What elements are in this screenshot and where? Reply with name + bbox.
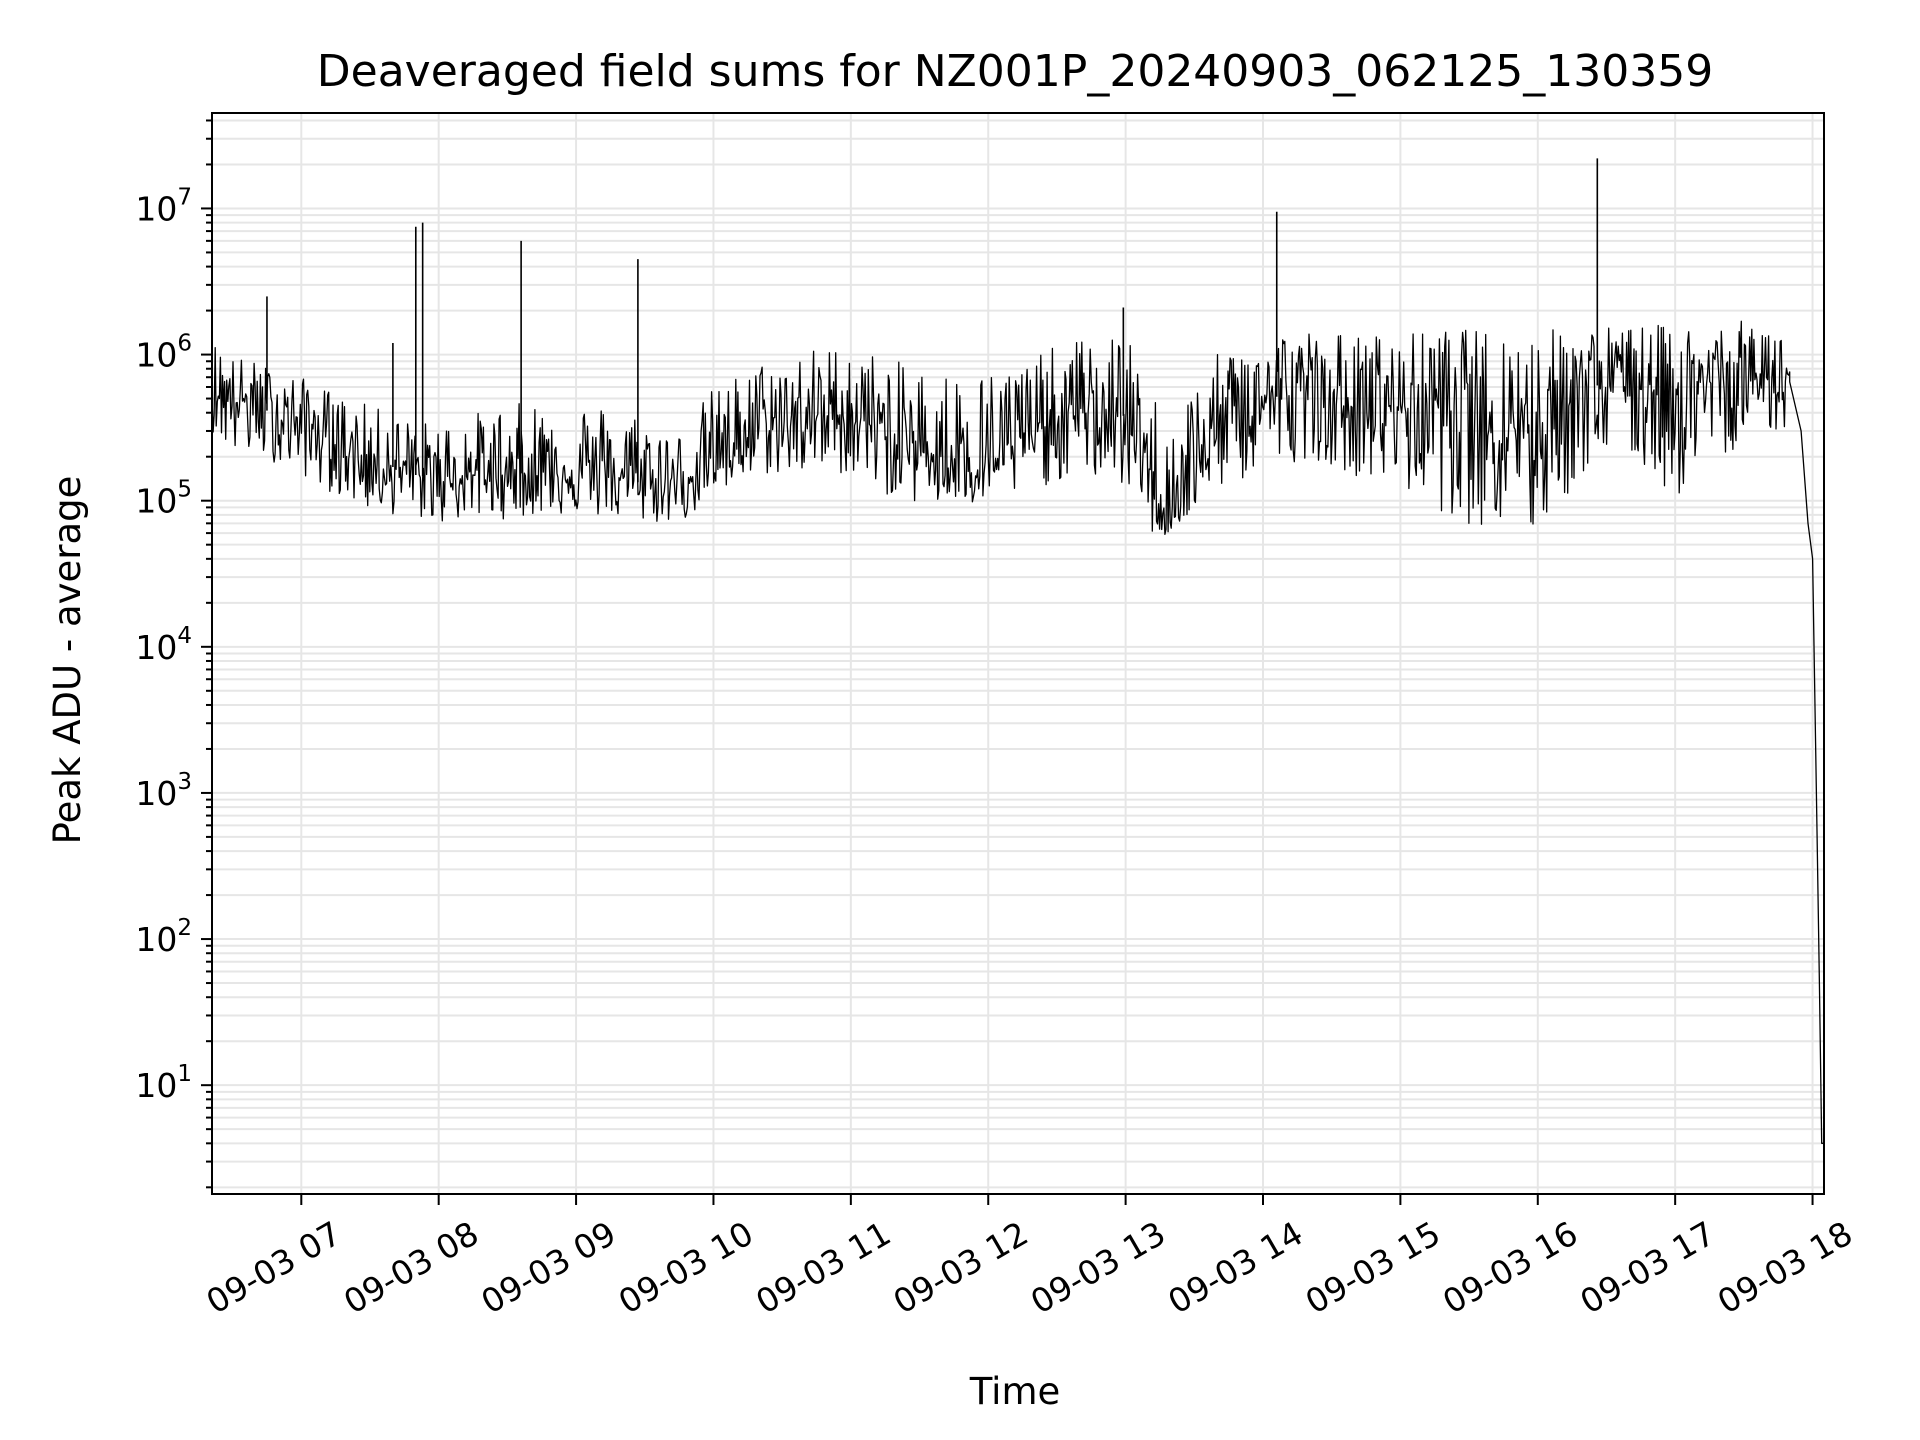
- y-tick-label: 105: [135, 477, 192, 521]
- series-layer: [211, 158, 1824, 1144]
- y-tick-label: 107: [135, 184, 192, 228]
- y-tick-label: 102: [135, 915, 192, 959]
- y-tick-label: 106: [135, 331, 192, 375]
- y-tick-label: 101: [135, 1061, 192, 1105]
- chart-title: Deaveraged field sums for NZ001P_2024090…: [317, 46, 1713, 97]
- y-axis-label: Peak ADU - average: [46, 476, 89, 845]
- x-axis-label: Time: [969, 1370, 1061, 1413]
- grid: [212, 113, 1824, 1194]
- y-tick-label: 103: [135, 769, 192, 813]
- y-tick-label: 104: [135, 623, 192, 667]
- series-line: [211, 320, 1824, 1144]
- y-axis: 101 102 103 104 105 106 107: [135, 119, 212, 1189]
